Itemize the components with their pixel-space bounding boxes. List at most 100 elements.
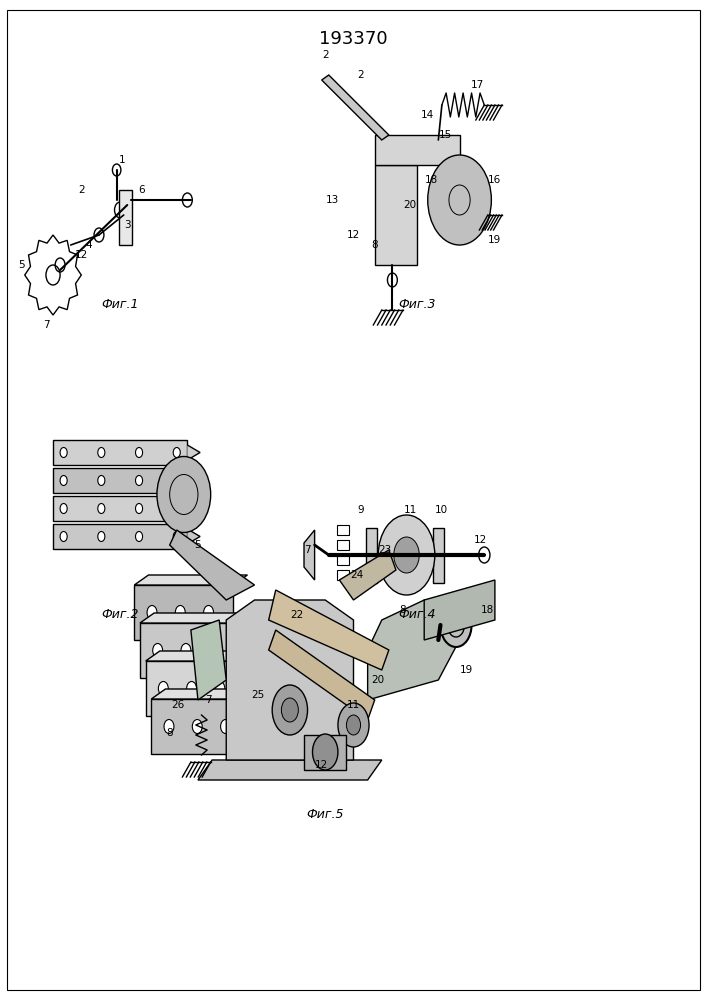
Text: Фиг.4: Фиг.4: [398, 608, 436, 621]
Polygon shape: [187, 473, 200, 488]
Circle shape: [173, 503, 180, 514]
Text: 6: 6: [138, 185, 145, 195]
Text: 26: 26: [172, 700, 185, 710]
Text: 11: 11: [404, 505, 416, 515]
Text: 15: 15: [439, 130, 452, 140]
Circle shape: [209, 644, 219, 658]
Text: 5: 5: [18, 260, 25, 270]
Circle shape: [98, 476, 105, 486]
Circle shape: [60, 503, 67, 514]
Text: 3: 3: [124, 220, 131, 230]
Polygon shape: [424, 580, 495, 640]
Text: Фиг.1: Фиг.1: [101, 298, 139, 312]
Circle shape: [394, 537, 419, 573]
Text: 23: 23: [379, 545, 392, 555]
Circle shape: [440, 603, 472, 647]
Circle shape: [215, 682, 225, 696]
Polygon shape: [339, 550, 396, 600]
Text: 17: 17: [471, 80, 484, 90]
Bar: [53, 440, 187, 465]
Circle shape: [312, 734, 338, 770]
Bar: [375, 135, 460, 165]
Bar: [53, 468, 187, 493]
Circle shape: [173, 476, 180, 486]
Text: 7: 7: [304, 545, 311, 555]
Text: 1: 1: [119, 155, 126, 165]
Polygon shape: [140, 613, 253, 623]
Bar: [401, 535, 412, 575]
Polygon shape: [187, 529, 200, 544]
Circle shape: [173, 532, 180, 542]
Circle shape: [136, 532, 143, 542]
Text: 20: 20: [404, 200, 416, 210]
Circle shape: [192, 720, 202, 734]
Circle shape: [281, 698, 298, 722]
Circle shape: [346, 715, 361, 735]
Circle shape: [136, 476, 143, 486]
Bar: [337, 540, 349, 550]
Text: 12: 12: [347, 230, 360, 240]
Circle shape: [428, 155, 491, 245]
Polygon shape: [191, 620, 226, 700]
Text: 8: 8: [166, 728, 173, 738]
Polygon shape: [134, 575, 247, 585]
Polygon shape: [304, 735, 346, 770]
Polygon shape: [187, 501, 200, 516]
Text: 4: 4: [85, 240, 92, 250]
Text: 8: 8: [399, 605, 407, 615]
Text: 22: 22: [291, 610, 303, 620]
Text: 7: 7: [42, 320, 49, 330]
Text: 12: 12: [474, 535, 487, 545]
Text: 5: 5: [194, 540, 201, 550]
Text: Фиг.2: Фиг.2: [101, 608, 139, 621]
Polygon shape: [151, 699, 250, 754]
Circle shape: [147, 605, 157, 619]
Bar: [53, 524, 187, 549]
Circle shape: [175, 605, 185, 619]
Circle shape: [136, 503, 143, 514]
Text: 7: 7: [205, 695, 212, 705]
Polygon shape: [146, 661, 245, 716]
Bar: [337, 525, 349, 535]
Circle shape: [272, 685, 308, 735]
Text: Фиг.5: Фиг.5: [306, 808, 344, 822]
Circle shape: [164, 720, 174, 734]
Circle shape: [187, 682, 197, 696]
Polygon shape: [146, 651, 259, 661]
Circle shape: [378, 515, 435, 595]
Circle shape: [338, 703, 369, 747]
Polygon shape: [187, 445, 200, 460]
Polygon shape: [269, 630, 375, 720]
Circle shape: [157, 456, 211, 532]
Text: 25: 25: [252, 690, 264, 700]
Bar: [53, 496, 187, 521]
Text: 2: 2: [78, 185, 85, 195]
Bar: [337, 555, 349, 565]
Text: 2: 2: [322, 50, 329, 60]
Polygon shape: [134, 585, 233, 640]
Text: Фиг.3: Фиг.3: [398, 298, 436, 312]
Polygon shape: [322, 75, 389, 140]
Bar: [433, 528, 444, 582]
Text: 18: 18: [425, 175, 438, 185]
Circle shape: [60, 532, 67, 542]
Text: 18: 18: [481, 605, 494, 615]
Polygon shape: [269, 590, 389, 670]
Circle shape: [98, 448, 105, 458]
Polygon shape: [140, 623, 239, 678]
Text: 19: 19: [460, 665, 473, 675]
Circle shape: [60, 448, 67, 458]
Circle shape: [98, 503, 105, 514]
Bar: [337, 570, 349, 580]
Polygon shape: [151, 689, 264, 699]
Text: 2: 2: [357, 70, 364, 80]
Text: 193370: 193370: [319, 30, 388, 48]
Polygon shape: [368, 600, 460, 700]
Circle shape: [98, 532, 105, 542]
Text: 8: 8: [371, 240, 378, 250]
Circle shape: [181, 644, 191, 658]
Polygon shape: [304, 530, 315, 580]
Text: 12: 12: [315, 760, 328, 770]
Text: 19: 19: [489, 235, 501, 245]
Text: 13: 13: [326, 195, 339, 205]
